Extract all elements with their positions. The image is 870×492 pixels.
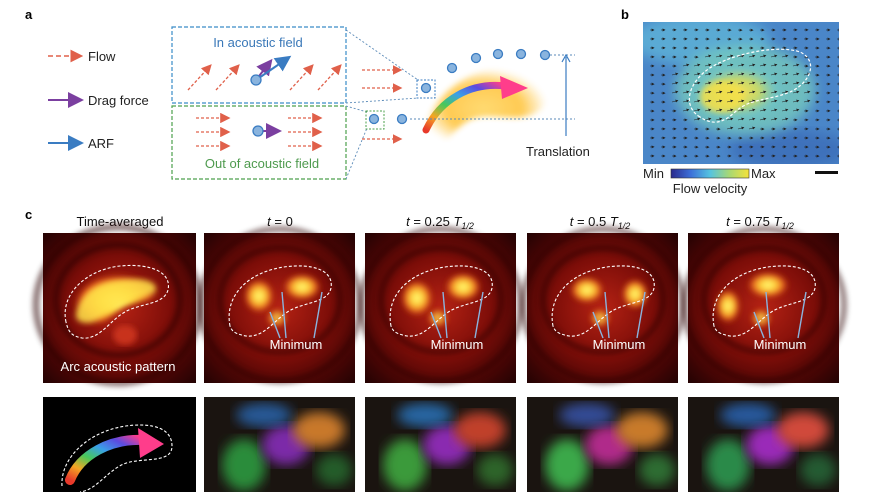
tile-phase-4	[688, 397, 839, 492]
scale-bar	[815, 171, 838, 174]
tile-snapshot-3: Minimum	[520, 226, 686, 384]
legend-arf: ARF	[88, 136, 114, 151]
translation-guides	[410, 54, 575, 120]
connector-lines	[345, 29, 419, 180]
panel-c-letter: c	[25, 207, 32, 222]
panel-b-letter: b	[621, 7, 629, 22]
arc-pattern-label: Arc acoustic pattern	[61, 359, 176, 374]
minimum-label: Minimum	[270, 337, 323, 352]
out-field-label: Out of acoustic field	[205, 156, 319, 171]
minimum-label: Minimum	[593, 337, 646, 352]
minimum-label: Minimum	[431, 337, 484, 352]
arc-outline-b	[688, 48, 812, 123]
colorbar-min: Min	[643, 166, 664, 181]
in-field-box: In acoustic field	[171, 26, 347, 104]
panel-a-letter: a	[25, 7, 33, 22]
tile-time-averaged: Arc acoustic pattern	[33, 224, 203, 386]
tile-phase-3	[527, 397, 678, 492]
colorbar	[670, 168, 750, 179]
minimum-label: Minimum	[754, 337, 807, 352]
tile-snapshot-1: Minimum	[197, 226, 363, 384]
arc-pattern	[420, 68, 548, 149]
tile-snapshot-2: Minimum	[358, 226, 524, 384]
in-field-label: In acoustic field	[213, 35, 303, 50]
col-title-3: t = 0.5 T1/2	[570, 214, 631, 231]
tile-snapshot-4: Minimum	[681, 226, 847, 384]
legend: Flow Drag force ARF	[48, 49, 149, 151]
colorbar-max: Max	[751, 166, 776, 181]
translation-label: Translation	[526, 144, 590, 159]
col-title-1: t = 0	[267, 214, 293, 229]
tile-phase-2	[365, 397, 516, 492]
col-title-2: t = 0.25 T1/2	[406, 214, 474, 231]
flow-velocity-map	[643, 22, 839, 164]
zoom-box-out	[365, 110, 385, 130]
legend-drag: Drag force	[88, 93, 149, 108]
incoming-flow	[362, 65, 403, 144]
colorbar-title: Flow velocity	[673, 181, 748, 196]
zoom-box-in	[416, 79, 436, 99]
particles	[368, 48, 551, 125]
tile-phase-1	[204, 397, 355, 492]
col-title-4: t = 0.75 T1/2	[726, 214, 794, 231]
tile-phase-arrow	[43, 397, 196, 492]
legend-flow: Flow	[88, 49, 116, 64]
col-title-0: Time-averaged	[77, 214, 164, 229]
out-field-box: Out of acoustic field	[171, 105, 347, 180]
